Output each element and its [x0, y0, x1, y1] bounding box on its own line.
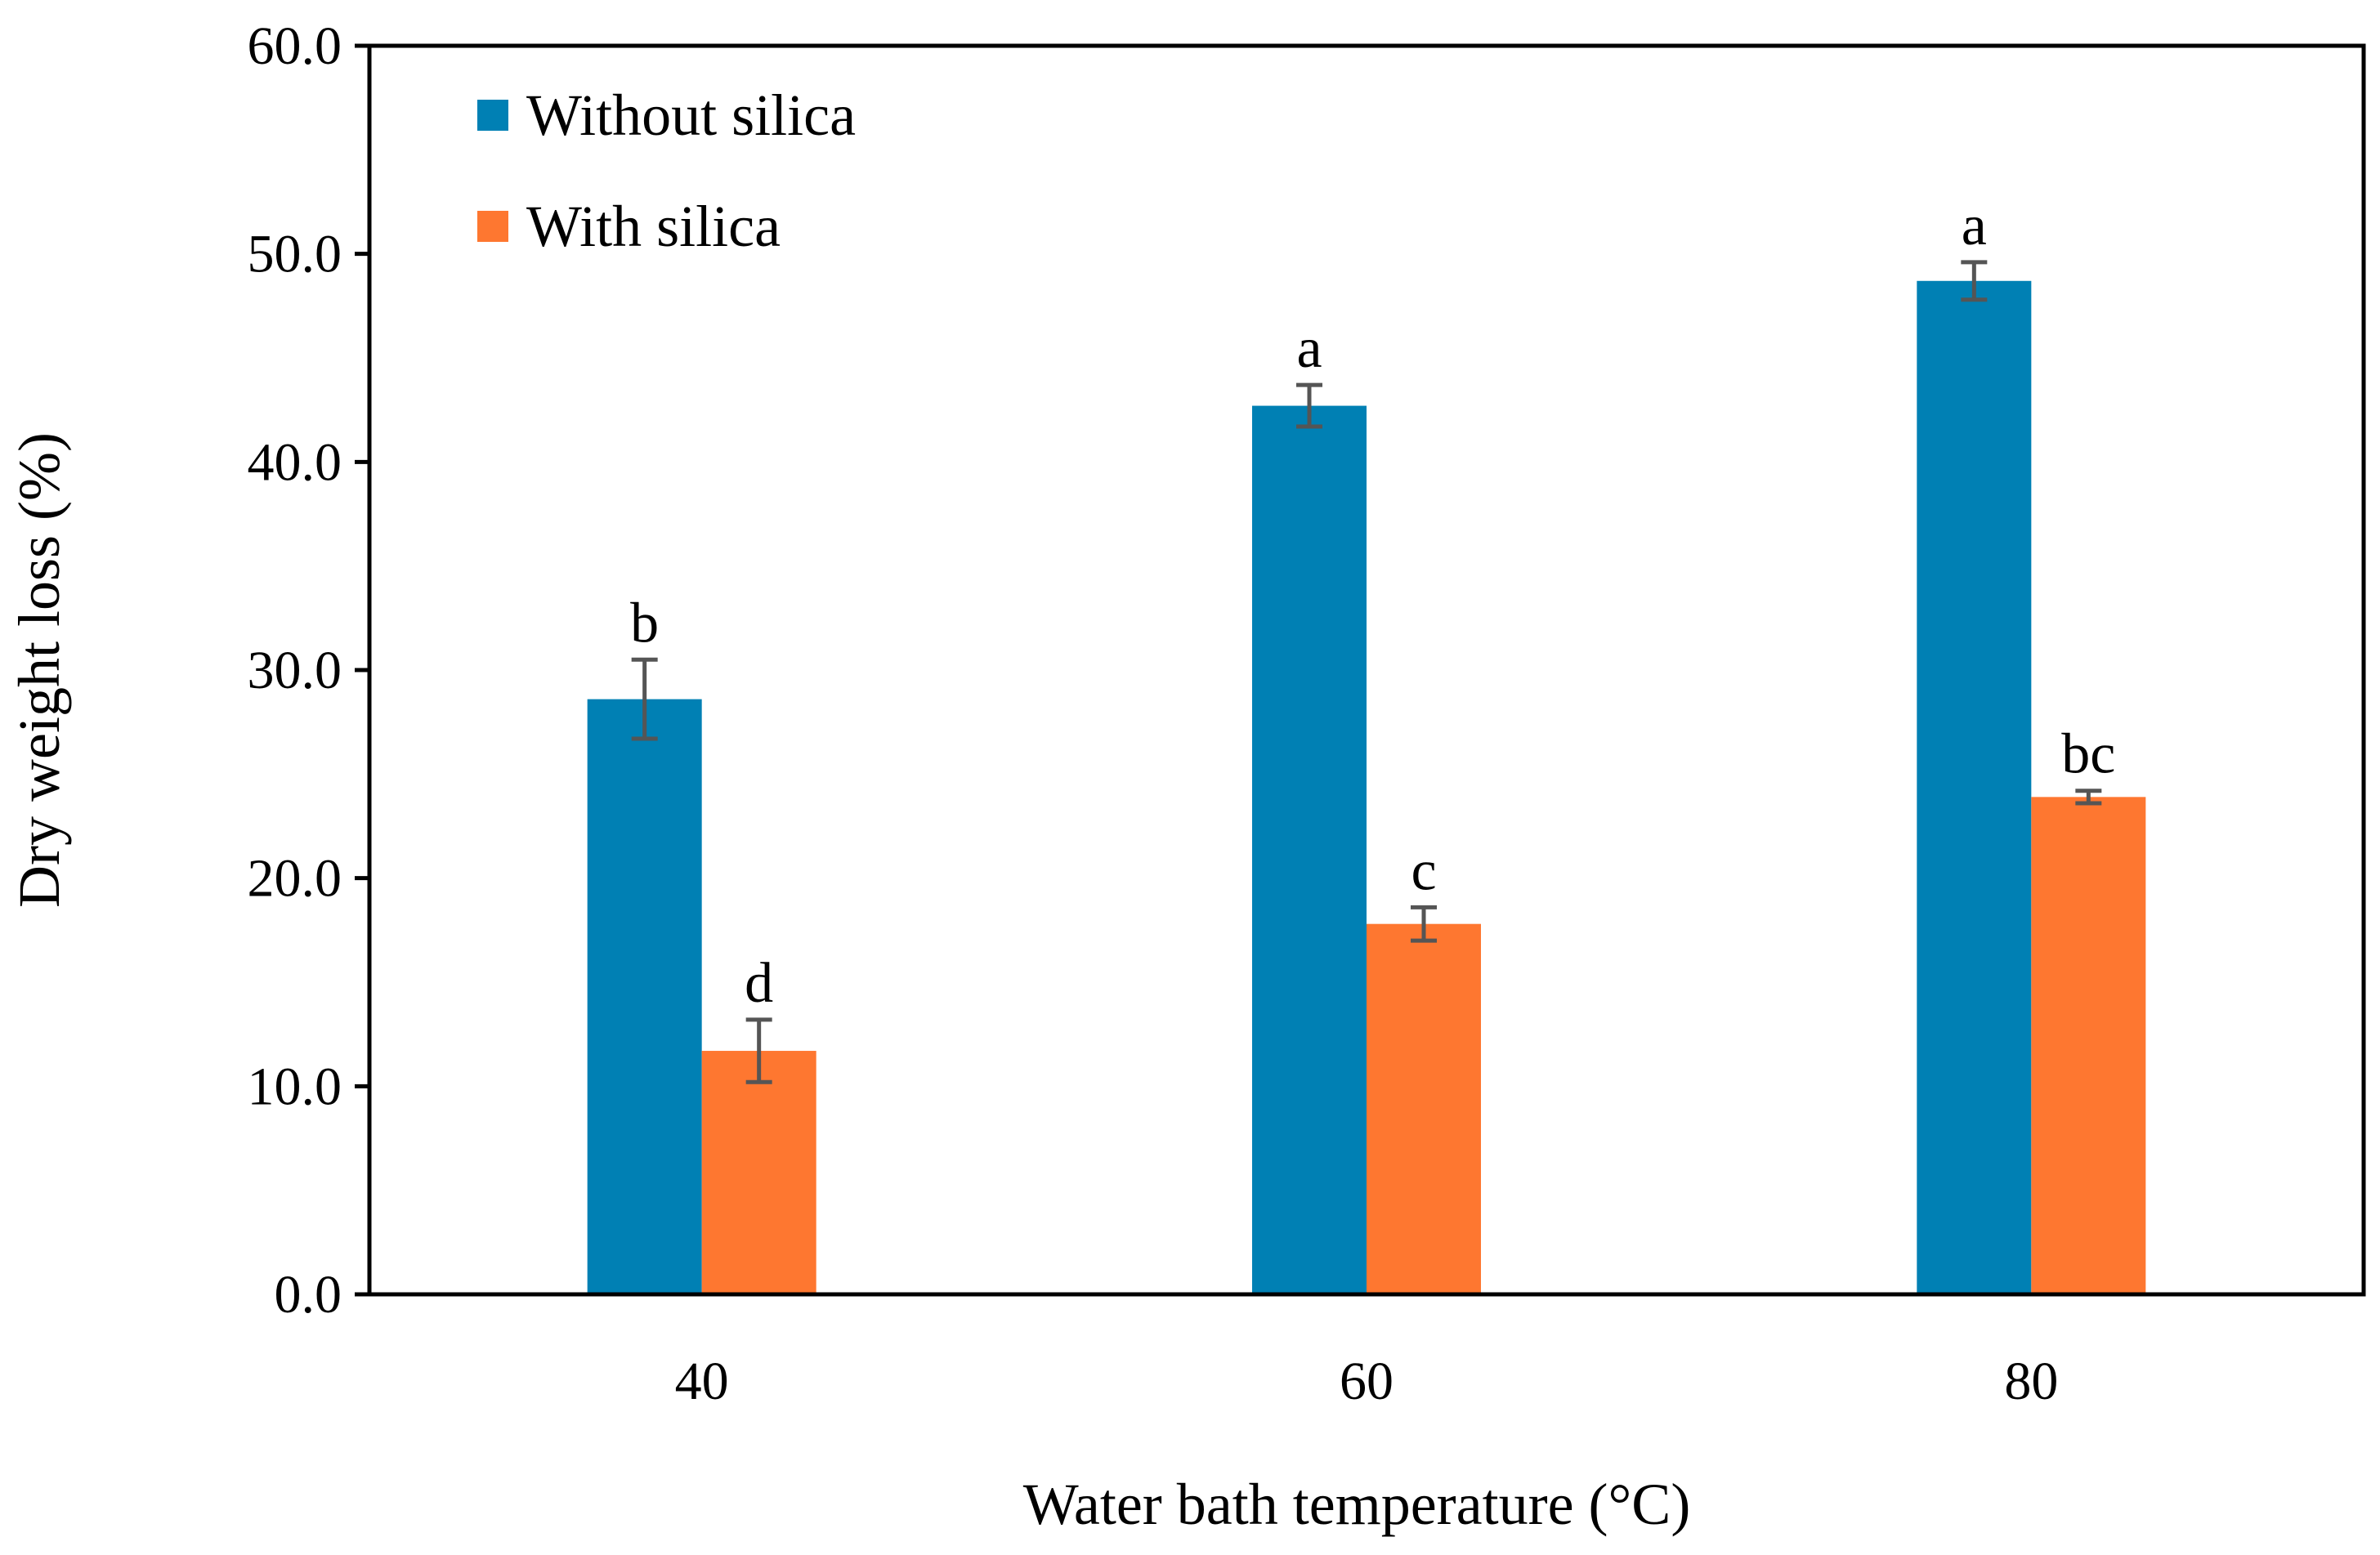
y-tick-label: 40.0 — [248, 432, 342, 492]
bar-without-silica-80 — [1917, 280, 2032, 1293]
significance-label: c — [1411, 839, 1436, 902]
legend-label-without-silica: Without silica — [526, 83, 856, 148]
significance-label: bc — [2061, 723, 2115, 786]
significance-label: b — [630, 592, 659, 655]
y-tick-label: 0.0 — [275, 1265, 342, 1325]
x-tick-label: 60 — [1340, 1352, 1394, 1411]
significance-label: a — [1296, 317, 1322, 380]
x-axis-title: Water bath temperature (°C) — [1023, 1472, 1691, 1537]
y-axis-ticks: 0.0 10.0 20.0 30.0 40.0 50.0 60.0 — [248, 16, 369, 1325]
bar-with-silica-80 — [2031, 797, 2146, 1293]
legend-swatch-with-silica — [477, 211, 508, 242]
significance-label: d — [745, 952, 773, 1015]
legend-swatch-without-silica — [477, 100, 508, 131]
bar-without-silica-40 — [587, 699, 702, 1293]
significance-labels-group: b d a c a bc — [630, 194, 2115, 1015]
x-tick-label: 40 — [675, 1352, 729, 1411]
y-tick-label: 10.0 — [248, 1057, 342, 1116]
legend: Without silica With silica — [477, 83, 856, 259]
y-tick-label: 30.0 — [248, 641, 342, 700]
y-tick-label: 20.0 — [248, 849, 342, 909]
legend-label-with-silica: With silica — [526, 194, 781, 259]
y-axis-title: Dry weight loss (%) — [7, 432, 72, 908]
significance-label: a — [1962, 194, 1987, 257]
bar-with-silica-40 — [701, 1051, 816, 1293]
x-axis-ticks: 40 60 80 — [675, 1352, 2059, 1411]
error-bars-group — [631, 260, 2102, 1084]
y-tick-label: 60.0 — [248, 16, 342, 76]
x-tick-label: 80 — [2004, 1352, 2058, 1411]
bar-without-silica-60 — [1252, 405, 1367, 1293]
bar-with-silica-60 — [1367, 923, 1481, 1293]
y-tick-label: 50.0 — [248, 225, 342, 284]
bars-group — [587, 280, 2146, 1293]
